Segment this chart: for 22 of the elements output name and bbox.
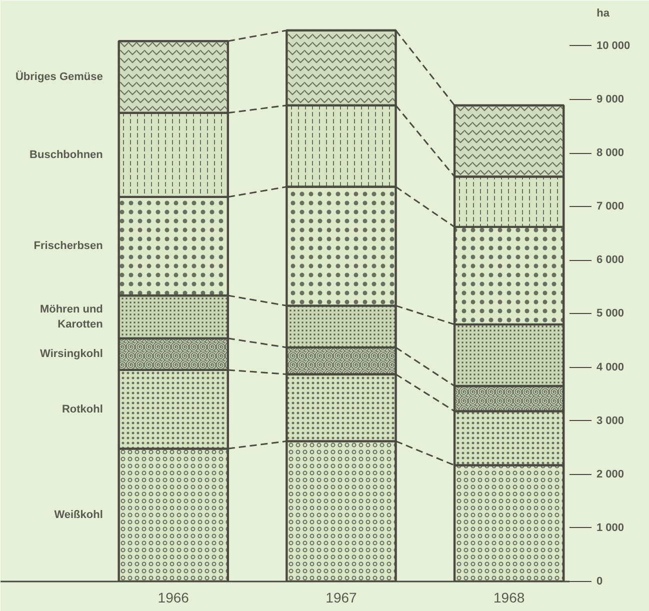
series-label: Frischerbsen: [34, 240, 104, 252]
series-label: Übriges Gemüse: [15, 70, 103, 83]
y-tick-label: 6 000: [596, 254, 624, 266]
x-tick-label: 1966: [158, 590, 190, 606]
y-tick-label: 4 000: [596, 361, 624, 374]
series-label: Möhren und Karotten: [40, 303, 104, 330]
series-label: Rotkohl: [62, 403, 103, 416]
y-tick-label: 2 000: [596, 468, 624, 480]
y-tick-label: 3 000: [596, 414, 624, 427]
x-tick-label: 1967: [326, 590, 358, 606]
y-tick-label: 1 000: [596, 522, 624, 534]
y-tick-label: 8 000: [596, 147, 624, 160]
y-tick-label: 10 000: [596, 40, 630, 52]
y-axis-title: ha: [596, 8, 610, 20]
series-label: Buschbohnen: [30, 148, 104, 161]
y-tick-label: 5 000: [596, 308, 624, 320]
x-tick-label: 1968: [494, 590, 525, 606]
y-tick-label: 9 000: [596, 93, 624, 106]
y-tick-label: 0: [596, 576, 603, 588]
y-tick-label: 7 000: [596, 200, 624, 213]
series-label: Weißkohl: [54, 509, 103, 522]
series-label: Wirsingkohl: [40, 348, 103, 360]
